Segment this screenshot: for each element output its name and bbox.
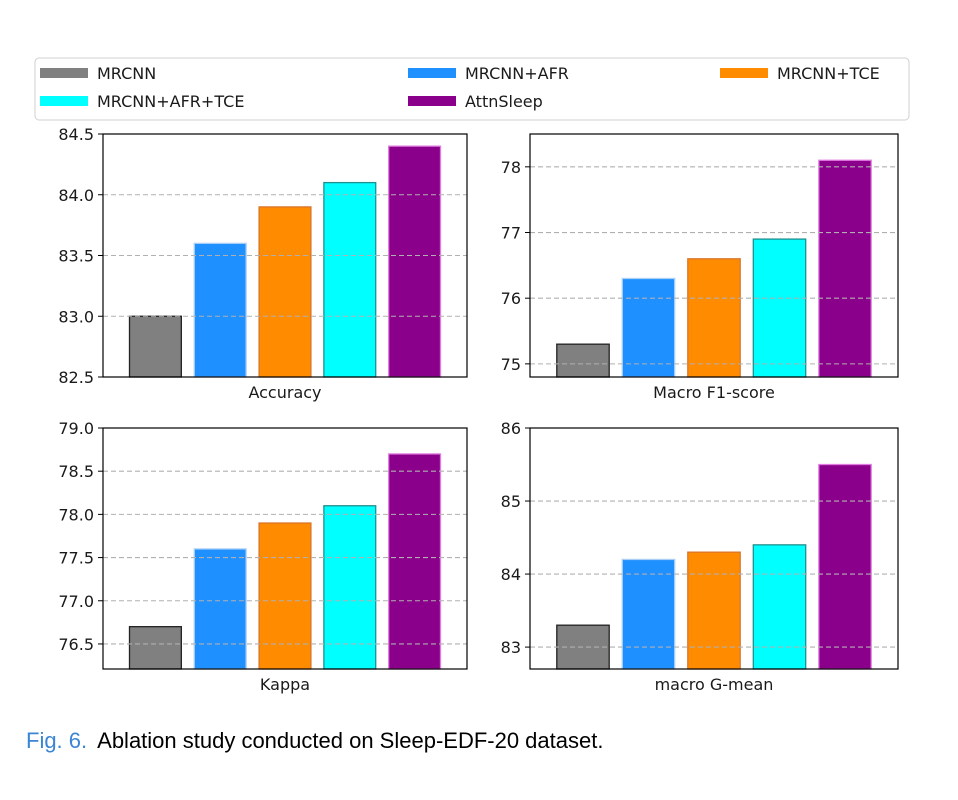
- legend-swatch: [40, 96, 88, 106]
- y-tick-label: 82.5: [58, 368, 94, 387]
- bar-mrcnn-afr-tce: [323, 181, 377, 378]
- y-tick-label: 83.0: [58, 307, 94, 326]
- y-tick-label: 79.0: [58, 419, 94, 438]
- x-axis-label: Macro F1-score: [653, 383, 775, 402]
- x-axis-label: macro G-mean: [655, 675, 774, 694]
- legend-item-attnsleep: AttnSleep: [408, 92, 543, 111]
- y-tick-label: 75: [501, 355, 521, 374]
- y-tick-label: 86: [501, 419, 521, 438]
- x-axis-label: Accuracy: [248, 383, 321, 402]
- legend-swatch: [408, 96, 456, 106]
- y-tick-label: 84.0: [58, 186, 94, 205]
- y-tick-label: 85: [501, 492, 521, 511]
- bar-mrcnn-afr: [621, 277, 676, 378]
- legend-frame: [34, 57, 910, 121]
- legend-swatch: [408, 68, 456, 78]
- legend-label: MRCNN+AFR+TCE: [97, 92, 244, 111]
- y-tick-label: 78: [501, 158, 521, 177]
- legend-item-mrcnn: MRCNN: [40, 64, 156, 83]
- legend-item-mrcnn-tce: MRCNN+TCE: [720, 64, 880, 83]
- y-tick-label: 83.5: [58, 247, 94, 266]
- y-tick-label: 77.5: [58, 549, 94, 568]
- bar-mrcnn-tce: [687, 551, 741, 670]
- bar-mrcnn-afr: [621, 558, 676, 670]
- bar-mrcnn: [128, 315, 182, 378]
- axes-frame: [529, 133, 899, 378]
- bar-mrcnn: [556, 343, 610, 378]
- bar-attnsleep: [818, 159, 872, 378]
- bar-mrcnn-tce: [258, 522, 312, 670]
- axes-frame: [102, 427, 468, 670]
- legend-label: AttnSleep: [465, 92, 543, 111]
- legend-label: MRCNN+AFR: [465, 64, 569, 83]
- bar-attnsleep: [388, 145, 442, 378]
- y-tick-label: 76: [501, 289, 521, 308]
- legend-swatch: [720, 68, 768, 78]
- legend-label: MRCNN: [97, 64, 156, 83]
- bar-mrcnn: [128, 626, 182, 670]
- legend: MRCNN MRCNN+AFR MRCNN+TCE MRCNN+AFR+TCE Attn…: [34, 57, 910, 121]
- y-tick-label: 83: [501, 638, 521, 657]
- figure-number: Fig. 6.: [26, 728, 88, 753]
- y-tick-label: 84.5: [58, 125, 94, 144]
- subplot-macro-f1: 75 76 77 78 Macro F1-score: [501, 133, 899, 402]
- y-tick-label: 78.0: [58, 505, 94, 524]
- bar-mrcnn-afr-tce: [323, 505, 377, 670]
- bar-mrcnn-afr-tce: [752, 238, 807, 378]
- bar-mrcnn-afr: [193, 548, 247, 670]
- caption-text: Ablation study conducted on Sleep-EDF-20…: [97, 728, 604, 753]
- legend-label: MRCNN+TCE: [777, 64, 880, 83]
- subplot-accuracy: 82.5 83.0 83.5 84.0 84.5 Accuracy: [58, 125, 468, 402]
- subplot-macro-gmean: 83 84 85 86 macro G-mean: [501, 419, 899, 694]
- bar-mrcnn-afr: [193, 242, 247, 378]
- y-tick-label: 84: [501, 565, 521, 584]
- legend-item-mrcnn-afr-tce: MRCNN+AFR+TCE: [40, 92, 244, 111]
- legend-item-mrcnn-afr: MRCNN+AFR: [408, 64, 569, 83]
- bar-mrcnn-afr-tce: [752, 544, 807, 670]
- bar-attnsleep: [818, 463, 872, 670]
- y-tick-label: 76.5: [58, 635, 94, 654]
- bar-attnsleep: [388, 453, 442, 670]
- x-axis-label: Kappa: [260, 675, 310, 694]
- bar-mrcnn-tce: [687, 258, 741, 378]
- y-tick-label: 77.0: [58, 592, 94, 611]
- figure-caption: Fig. 6. Ablation study conducted on Sleep…: [26, 728, 603, 754]
- legend-swatch: [40, 68, 88, 78]
- bar-mrcnn-tce: [258, 206, 312, 378]
- y-tick-label: 78.5: [58, 462, 94, 481]
- axes-frame: [529, 427, 899, 670]
- subplot-kappa: 76.5 77.0 77.5 78.0 78.5 79.0 Kappa: [58, 419, 468, 694]
- y-tick-label: 77: [501, 224, 521, 243]
